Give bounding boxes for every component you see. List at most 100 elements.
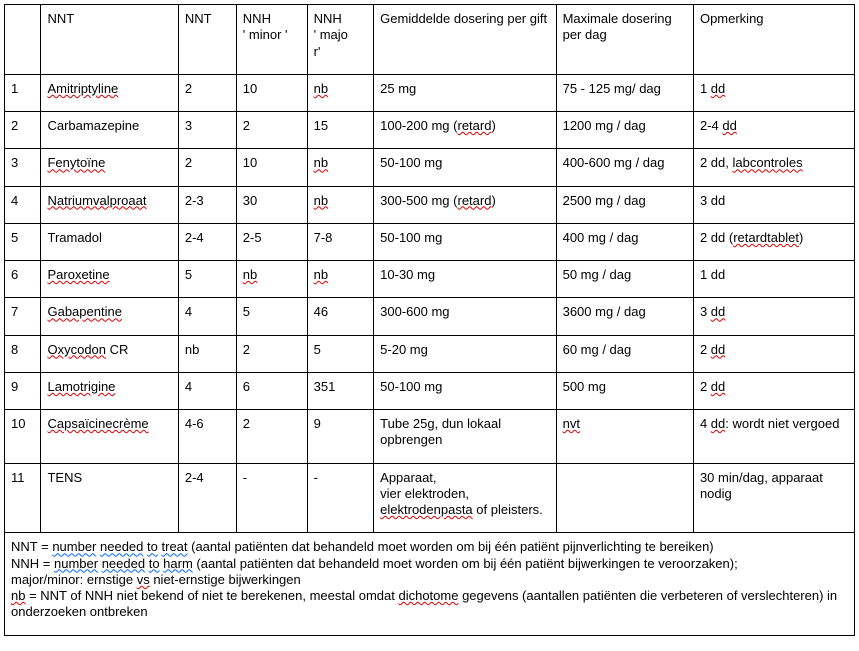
header-name: NNT	[41, 5, 178, 75]
legend-cell: NNT = number needed to treat (aantal pat…	[5, 533, 855, 635]
legend-line: major/minor: ernstige vs niet-ernstige b…	[11, 572, 848, 588]
cell-nnt: 2	[178, 74, 236, 111]
cell-max: 50 mg / dag	[556, 261, 693, 298]
cell-idx: 6	[5, 261, 41, 298]
cell-nnt: 3	[178, 112, 236, 149]
cell-dose: 50-100 mg	[374, 372, 556, 409]
legend-row: NNT = number needed to treat (aantal pat…	[5, 533, 855, 635]
cell-nnh-major: nb	[307, 186, 374, 223]
cell-nnt: 4	[178, 298, 236, 335]
medication-table: NNT NNT NNH ' minor ' NNH ' majo r' Gemi…	[4, 4, 855, 636]
cell-max: 2500 mg / dag	[556, 186, 693, 223]
table-row: 10Capsaïcinecrème4-629Tube 25g, dun loka…	[5, 410, 855, 464]
cell-max: 400 mg / dag	[556, 223, 693, 260]
cell-nnh-minor: 6	[236, 372, 307, 409]
cell-nnh-major: 5	[307, 335, 374, 372]
header-idx	[5, 5, 41, 75]
cell-name: Tramadol	[41, 223, 178, 260]
cell-nnh-major: 7-8	[307, 223, 374, 260]
table-row: 3Fenytoïne210nb50-100 mg400-600 mg / dag…	[5, 149, 855, 186]
cell-dose: 25 mg	[374, 74, 556, 111]
cell-dose: 50-100 mg	[374, 149, 556, 186]
table-row: 9Lamotrigine4635150-100 mg500 mg2 dd	[5, 372, 855, 409]
cell-nnh-major: 351	[307, 372, 374, 409]
cell-max	[556, 463, 693, 533]
cell-name: Natriumvalproaat	[41, 186, 178, 223]
cell-note: 2 dd (retardtablet)	[693, 223, 854, 260]
cell-nnt: 2-4	[178, 463, 236, 533]
cell-dose: 5-20 mg	[374, 335, 556, 372]
cell-max: 400-600 mg / dag	[556, 149, 693, 186]
cell-nnh-minor: 10	[236, 74, 307, 111]
cell-note: 2 dd	[693, 372, 854, 409]
cell-max: 3600 mg / dag	[556, 298, 693, 335]
table-body: 1Amitriptyline210nb25 mg75 - 125 mg/ dag…	[5, 74, 855, 533]
table-row: 5Tramadol2-42-57-850-100 mg400 mg / dag2…	[5, 223, 855, 260]
cell-name: Oxycodon CR	[41, 335, 178, 372]
cell-note: 3 dd	[693, 298, 854, 335]
cell-idx: 7	[5, 298, 41, 335]
cell-nnt: 4	[178, 372, 236, 409]
cell-nnh-minor: nb	[236, 261, 307, 298]
header-nnh-minor: NNH ' minor '	[236, 5, 307, 75]
cell-idx: 4	[5, 186, 41, 223]
cell-max: 75 - 125 mg/ dag	[556, 74, 693, 111]
cell-note: 3 dd	[693, 186, 854, 223]
cell-nnh-minor: 2	[236, 112, 307, 149]
table-row: 8Oxycodon CRnb255-20 mg60 mg / dag2 dd	[5, 335, 855, 372]
cell-dose: 100-200 mg (retard)	[374, 112, 556, 149]
cell-idx: 11	[5, 463, 41, 533]
cell-name: TENS	[41, 463, 178, 533]
header-note: Opmerking	[693, 5, 854, 75]
cell-nnh-major: 15	[307, 112, 374, 149]
cell-idx: 3	[5, 149, 41, 186]
cell-nnh-minor: 10	[236, 149, 307, 186]
cell-max: 1200 mg / dag	[556, 112, 693, 149]
cell-name: Capsaïcinecrème	[41, 410, 178, 464]
cell-max: nvt	[556, 410, 693, 464]
cell-nnh-minor: 30	[236, 186, 307, 223]
cell-nnh-major: 9	[307, 410, 374, 464]
cell-note: 2 dd, labcontroles	[693, 149, 854, 186]
cell-nnh-minor: 2	[236, 335, 307, 372]
header-nnt: NNT	[178, 5, 236, 75]
legend-line: NNT = number needed to treat (aantal pat…	[11, 539, 848, 555]
cell-nnt: 2	[178, 149, 236, 186]
cell-name: Lamotrigine	[41, 372, 178, 409]
cell-note: 1 dd	[693, 74, 854, 111]
cell-max: 60 mg / dag	[556, 335, 693, 372]
cell-max: 500 mg	[556, 372, 693, 409]
header-dose: Gemiddelde dosering per gift	[374, 5, 556, 75]
cell-nnt: 2-4	[178, 223, 236, 260]
cell-name: Gabapentine	[41, 298, 178, 335]
cell-nnh-major: nb	[307, 261, 374, 298]
table-row: 2Carbamazepine3215100-200 mg (retard)120…	[5, 112, 855, 149]
cell-nnh-minor: 2	[236, 410, 307, 464]
cell-nnt: 4-6	[178, 410, 236, 464]
cell-nnh-major: 46	[307, 298, 374, 335]
page: NNT NNT NNH ' minor ' NNH ' majo r' Gemi…	[0, 0, 859, 640]
cell-note: 1 dd	[693, 261, 854, 298]
table-row: 7Gabapentine4546300-600 mg3600 mg / dag3…	[5, 298, 855, 335]
cell-idx: 2	[5, 112, 41, 149]
cell-nnh-minor: -	[236, 463, 307, 533]
header-max: Maximale dosering per dag	[556, 5, 693, 75]
cell-nnh-minor: 2-5	[236, 223, 307, 260]
cell-dose: Tube 25g, dun lokaal opbrengen	[374, 410, 556, 464]
cell-note: 4 dd: wordt niet vergoed	[693, 410, 854, 464]
cell-name: Fenytoïne	[41, 149, 178, 186]
cell-dose: 50-100 mg	[374, 223, 556, 260]
table-row: 6Paroxetine5nbnb10-30 mg50 mg / dag1 dd	[5, 261, 855, 298]
cell-name: Carbamazepine	[41, 112, 178, 149]
cell-dose: 300-600 mg	[374, 298, 556, 335]
cell-dose: 300-500 mg (retard)	[374, 186, 556, 223]
cell-nnh-minor: 5	[236, 298, 307, 335]
header-nnh-major: NNH ' majo r'	[307, 5, 374, 75]
cell-nnt: 2-3	[178, 186, 236, 223]
legend-line: nb = NNT of NNH niet bekend of niet te b…	[11, 588, 848, 621]
legend-line: NNH = number needed to harm (aantal pati…	[11, 556, 848, 572]
table-row: 4Natriumvalproaat2-330nb300-500 mg (reta…	[5, 186, 855, 223]
cell-idx: 5	[5, 223, 41, 260]
cell-nnh-major: nb	[307, 74, 374, 111]
cell-note: 2 dd	[693, 335, 854, 372]
